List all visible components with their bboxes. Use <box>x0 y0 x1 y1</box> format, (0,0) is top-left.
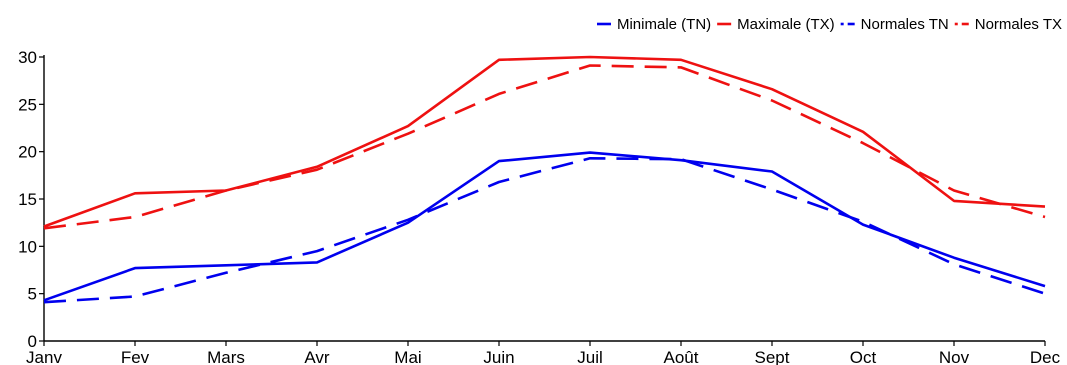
legend-label: Normales TX <box>975 16 1062 33</box>
legend-label: Normales TN <box>861 16 949 33</box>
y-tick-label: 25 <box>18 95 37 114</box>
y-tick-label: 20 <box>18 143 37 162</box>
legend-label: Minimale (TN) <box>617 16 711 33</box>
series-line-normales-tx <box>43 64 1046 230</box>
series-layer <box>43 55 1046 304</box>
x-tick-label: Avr <box>304 348 330 365</box>
axes: 0 5 10 15 20 25 30 Janv Fev Mars Avr Mai Juin Juil Aoû… <box>18 48 1061 365</box>
x-tick-label: Janv <box>26 348 62 365</box>
legend: Normales TX Normales TN Maximale (TX) Minim… <box>596 16 1062 33</box>
x-tick-label: Nov <box>939 348 970 365</box>
y-tick-label: 0 <box>28 332 37 351</box>
y-tick-label: 5 <box>28 285 37 304</box>
legend-label: Maximale (TX) <box>737 16 835 33</box>
series-line-minimale-tn <box>43 151 1046 302</box>
x-tick-label: Sept <box>755 348 790 365</box>
x-tick-label: Fev <box>121 348 150 365</box>
series-line-maximale-tx <box>43 55 1046 228</box>
x-tick-label: Juil <box>577 348 603 365</box>
x-tick-label: Mars <box>207 348 245 365</box>
x-tick-label: Août <box>664 348 699 365</box>
y-tick-label: 15 <box>18 190 37 209</box>
y-tick-label: 10 <box>18 237 37 256</box>
x-tick-label: Mai <box>394 348 421 365</box>
x-tick-label: Oct <box>850 348 877 365</box>
y-tick-label: 30 <box>18 48 37 67</box>
x-tick-label: Dec <box>1030 348 1061 365</box>
series-line-normales-tn <box>43 157 1046 304</box>
x-tick-label: Juin <box>483 348 514 365</box>
